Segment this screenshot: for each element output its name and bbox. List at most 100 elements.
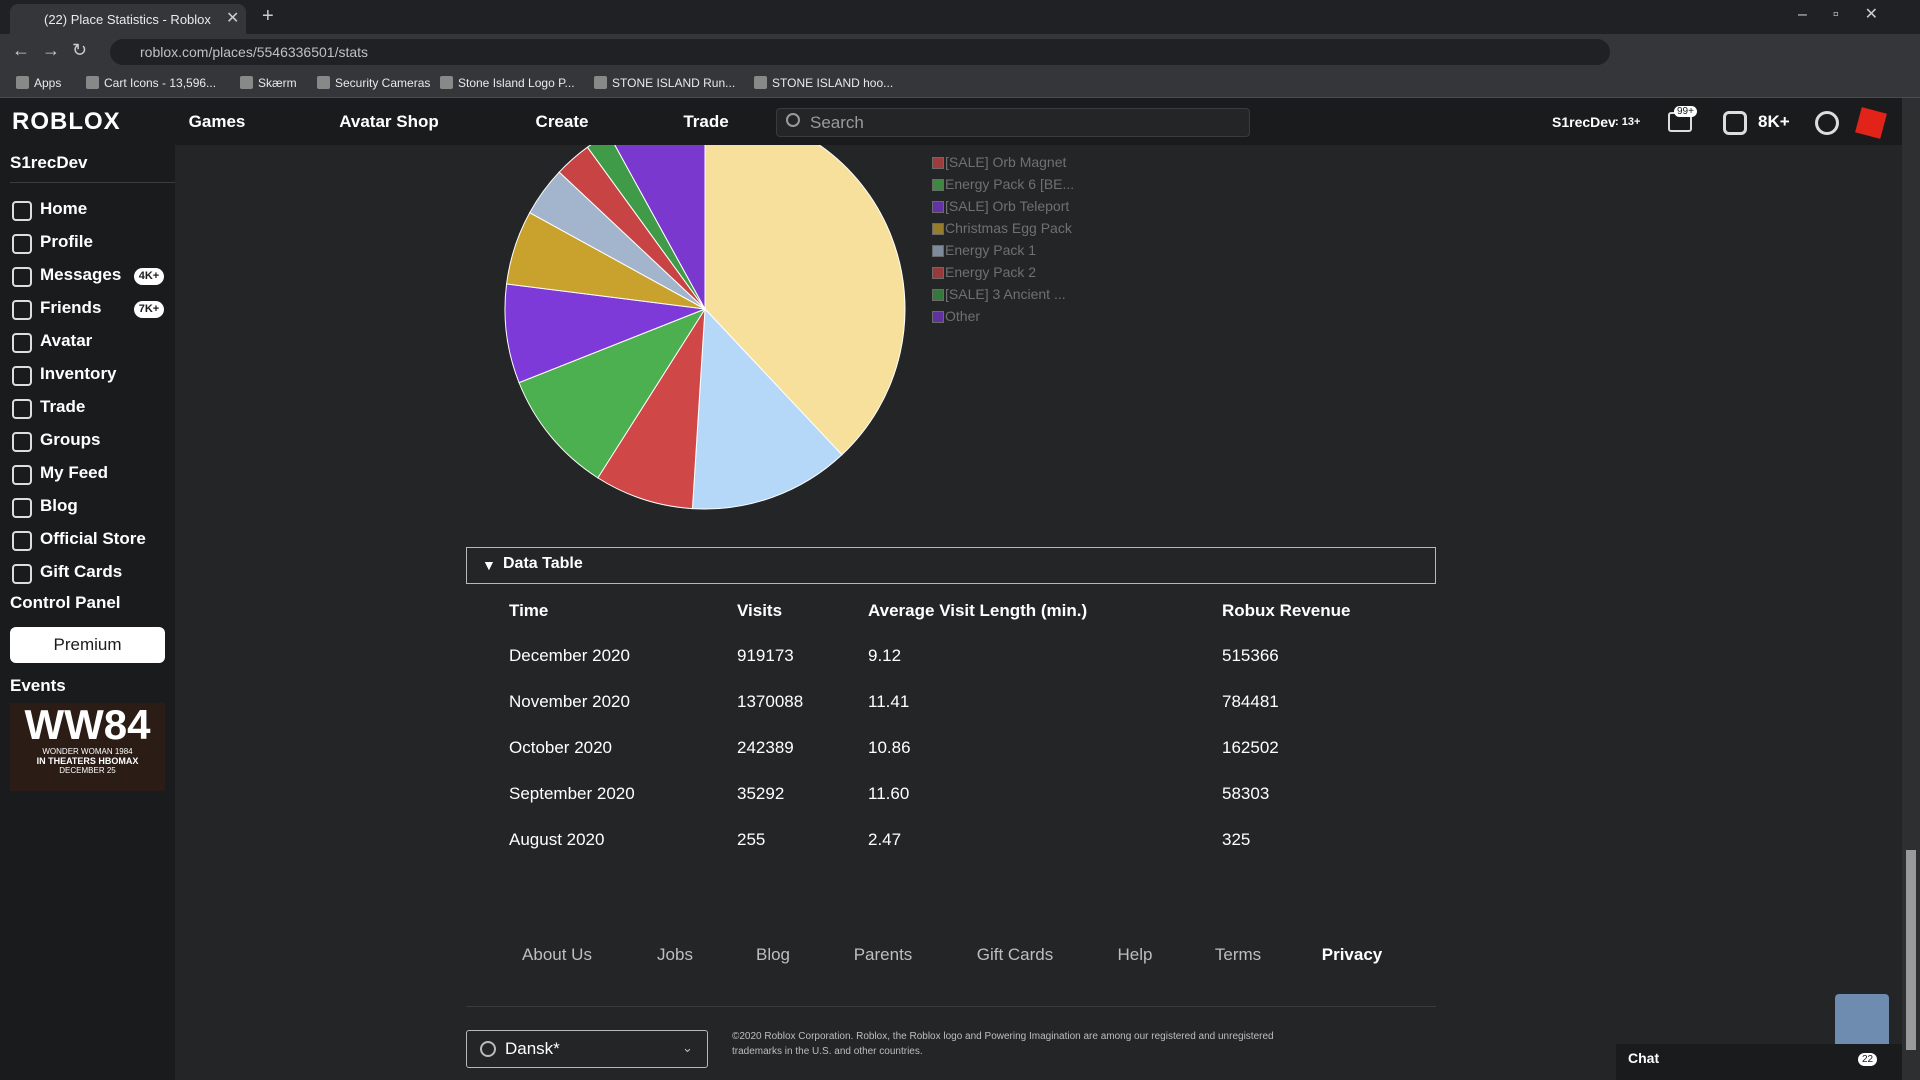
browser-tab[interactable]: (22) Place Statistics - Roblox (10, 4, 246, 34)
age: : 13+ (1615, 116, 1641, 128)
bookmark[interactable]: STONE ISLAND Run... (612, 76, 736, 90)
sidebar-item[interactable]: Messages (40, 265, 122, 284)
sidebar-icon (12, 399, 32, 419)
bookmark[interactable]: Stone Island Logo P... (458, 76, 575, 90)
table-cell: 11.60 (868, 784, 910, 803)
table-cell: 11.41 (868, 692, 910, 711)
footer-link[interactable]: Gift Cards (976, 945, 1054, 964)
sidebar-item[interactable]: Profile (40, 232, 93, 251)
chat-count: 22 (1858, 1053, 1878, 1066)
pie-slice (504, 283, 706, 384)
table-cell: 784481 (1222, 692, 1279, 711)
chat-bar[interactable] (1616, 1044, 1902, 1080)
bookmark-icon (16, 76, 29, 89)
bookmark[interactable]: Security Cameras (335, 76, 431, 90)
language-select[interactable]: Dansk* (466, 1030, 708, 1068)
sidebar-icon (12, 531, 32, 551)
table-cell: 325 (1222, 830, 1251, 849)
search-icon (786, 113, 800, 127)
nav-buttons[interactable]: ←→↻ (12, 40, 100, 60)
event-banner[interactable]: WW84 WONDER WOMAN 1984 IN THEATERS HBOMA… (10, 703, 165, 791)
pie-slice (704, 145, 906, 456)
sidebar-item[interactable]: Home (40, 199, 88, 218)
sidebar-item[interactable]: Avatar (40, 331, 93, 350)
control-panel[interactable]: Control Panel (10, 593, 121, 612)
search[interactable]: Search (776, 108, 1250, 137)
sidebar-item[interactable]: Official Store (40, 529, 146, 548)
table-cell: 515366 (1222, 646, 1279, 665)
username[interactable]: S1recDev (1552, 114, 1616, 130)
nav-link[interactable]: Trade (683, 112, 729, 131)
pie-slice (518, 307, 707, 479)
sidebar-icon (12, 564, 32, 584)
nav-link[interactable]: Create (535, 112, 589, 131)
bookmark-icon (317, 76, 330, 89)
legend-entry: [SALE] 3 Ancient ... (945, 286, 1066, 302)
table-cell: 1370088 (737, 692, 804, 711)
badge: 7K+ (134, 301, 164, 318)
legend-entry: Energy Pack 6 [BE... (945, 176, 1075, 192)
sidebar-item[interactable]: Trade (40, 397, 86, 416)
column-header: Average Visit Length (min.) (868, 601, 1088, 620)
event-subtitle: WONDER WOMAN 1984 (42, 747, 133, 756)
sidebar-item[interactable]: Blog (40, 496, 78, 515)
window-controls[interactable]: –▫✕ (1798, 6, 1904, 23)
footer-link[interactable]: Privacy (1321, 945, 1383, 964)
sidebar-icon (12, 498, 32, 518)
table-cell: September 2020 (509, 784, 635, 803)
footer-link[interactable]: Help (1117, 945, 1153, 964)
new-tab[interactable]: + (262, 5, 274, 27)
events-heading: Events (10, 676, 66, 695)
table-cell: November 2020 (509, 692, 630, 711)
avatar-thumb[interactable] (1835, 994, 1889, 1048)
table-cell: 919173 (737, 646, 794, 665)
table-cell: 242389 (737, 738, 794, 757)
notification-count: 99+ (1674, 106, 1697, 117)
sidebar-item[interactable]: Gift Cards (40, 562, 123, 581)
toggle-label[interactable]: Data Table (503, 555, 583, 572)
chat-label[interactable]: Chat (1628, 1050, 1660, 1066)
sidebar-username[interactable]: S1recDev (10, 153, 88, 172)
logo[interactable]: ROBLOX (12, 108, 121, 135)
premium-button[interactable]: Premium (10, 627, 165, 663)
nav-link[interactable]: Avatar Shop (339, 112, 439, 131)
sidebar-item[interactable]: Inventory (40, 364, 117, 383)
globe-icon (480, 1041, 496, 1057)
table-cell: 162502 (1222, 738, 1279, 757)
legend-swatch (932, 245, 944, 257)
divider (10, 182, 175, 183)
scroll-thumb[interactable] (1906, 850, 1916, 1050)
column-header: Robux Revenue (1222, 601, 1351, 620)
legend-entry: Other (945, 308, 981, 324)
footer-link[interactable]: Blog (755, 945, 791, 964)
bookmark-icon (440, 76, 453, 89)
bookmark[interactable]: Cart Icons - 13,596... (104, 76, 217, 90)
legend-entry: Energy Pack 1 (945, 242, 1037, 258)
bookmark[interactable]: Skærm (258, 76, 297, 90)
footer-link[interactable]: Jobs (657, 945, 693, 964)
robux[interactable]: 8K+ (1758, 112, 1790, 131)
footer-link[interactable]: Terms (1214, 945, 1262, 964)
robux-icon[interactable] (1723, 111, 1747, 135)
sidebar-item[interactable]: My Feed (40, 463, 109, 482)
footer-link[interactable]: About Us (522, 945, 592, 964)
url[interactable]: roblox.com/places/5546336501/stats (110, 39, 1610, 65)
legend-swatch (932, 157, 944, 169)
table-cell: December 2020 (509, 646, 630, 665)
scrollbar[interactable] (1902, 98, 1920, 1080)
tab-close[interactable]: ✕ (226, 10, 240, 27)
column-header: Time (509, 601, 549, 620)
bookmark[interactable]: Apps (34, 76, 62, 90)
data-table-toggle[interactable] (466, 547, 1436, 584)
bookmark[interactable]: STONE ISLAND hoo... (772, 76, 894, 90)
toggle-arrow: ▼ (482, 557, 496, 573)
bookmark-icon (86, 76, 99, 89)
sidebar-icon (12, 432, 32, 452)
sidebar-item[interactable]: Groups (40, 430, 101, 449)
sidebar-item[interactable]: Friends (40, 298, 102, 317)
legend-swatch (932, 267, 944, 279)
nav-link[interactable]: Games (188, 112, 246, 131)
settings-icon[interactable] (1815, 111, 1839, 135)
table-cell: 9.12 (868, 646, 902, 665)
footer-link[interactable]: Parents (853, 945, 913, 964)
